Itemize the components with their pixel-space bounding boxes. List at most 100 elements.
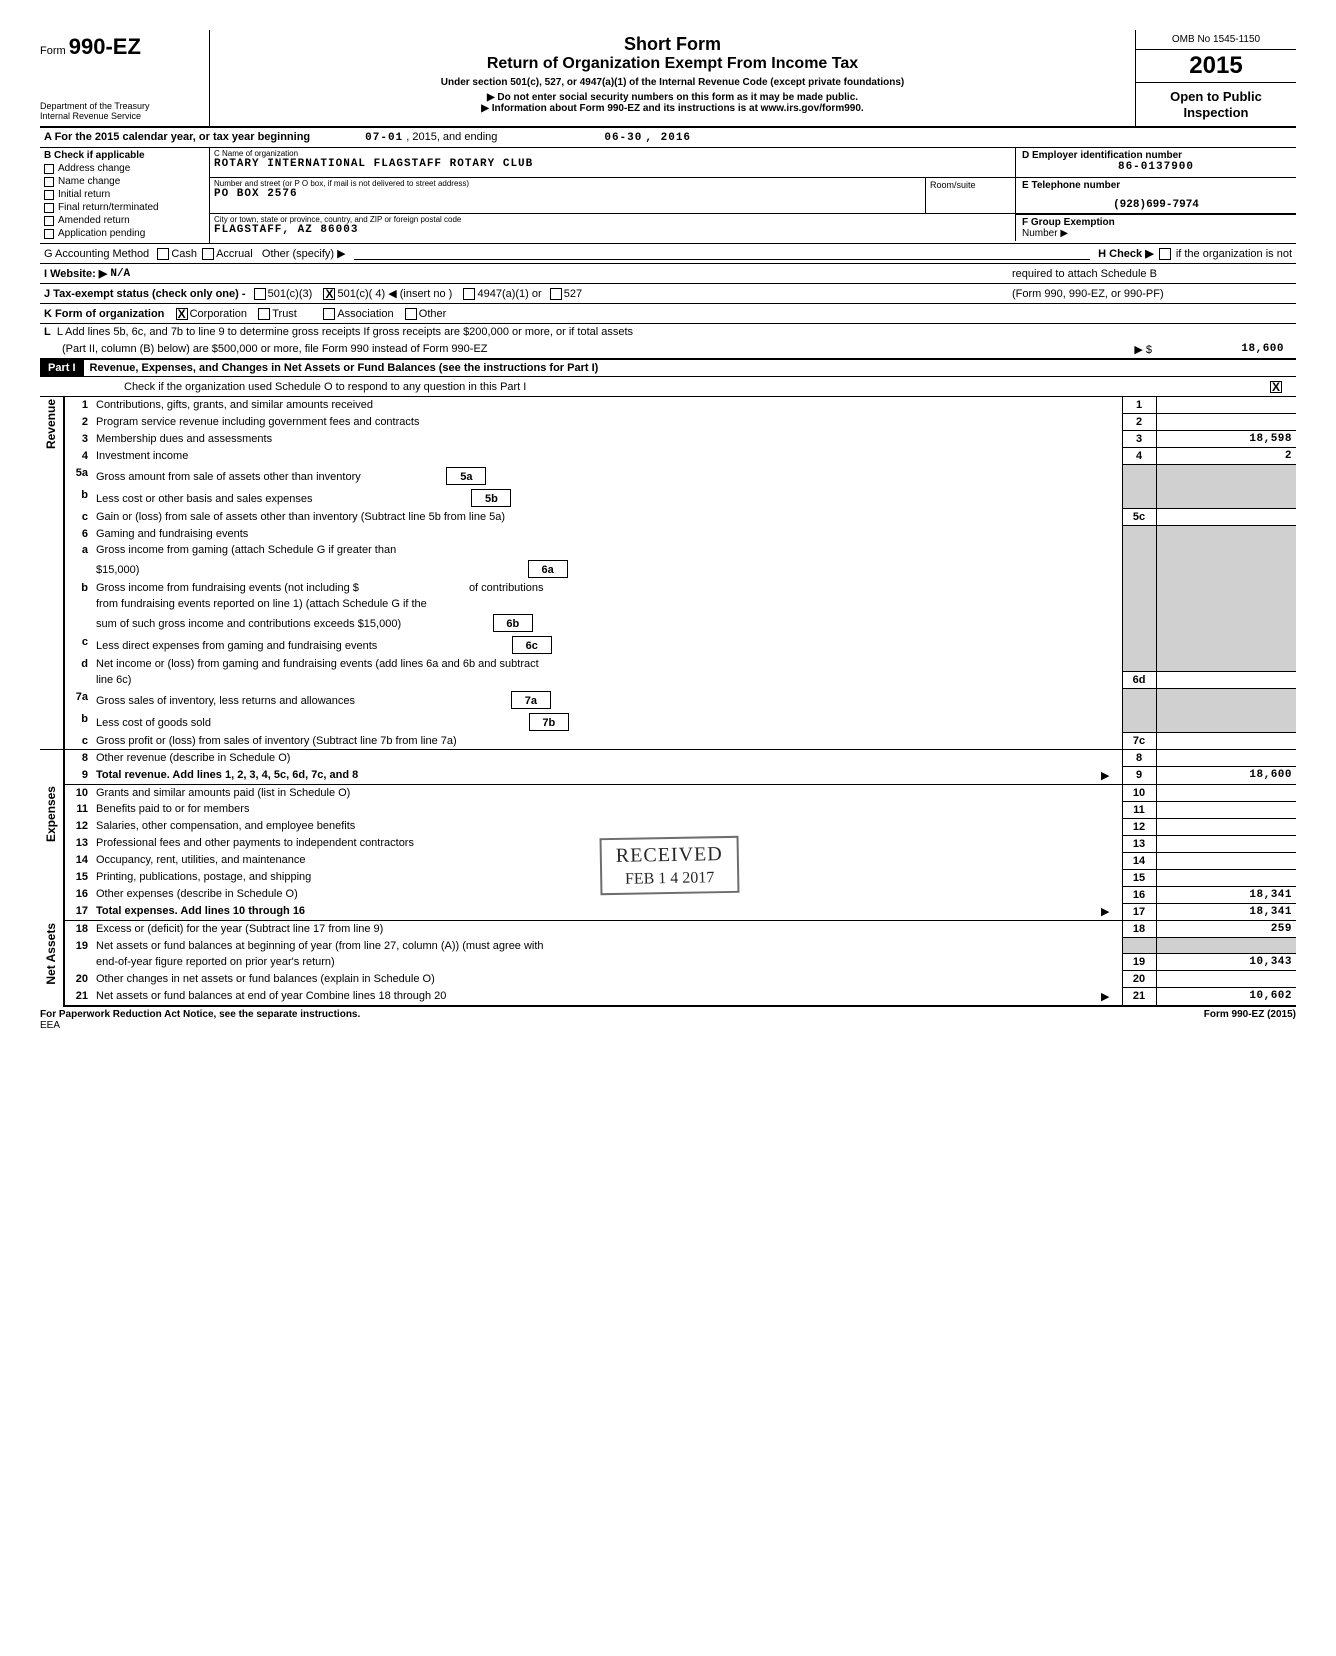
mb-5a: 5a [446, 467, 486, 485]
r19-rn: 19 [1122, 954, 1156, 971]
r6b-desc3: sum of such gross income and contributio… [92, 612, 1122, 634]
tax-year-end: 06-30 [604, 132, 642, 144]
r15-val [1156, 869, 1296, 886]
r16-val: 18,341 [1156, 886, 1296, 903]
l-value: 18,600 [1152, 343, 1292, 355]
r5a-desc: Gross amount from sale of assets other t… [92, 465, 1122, 487]
r1-val [1156, 397, 1296, 414]
chk-corporation[interactable] [176, 308, 188, 320]
chk-initial-return[interactable]: Initial return [44, 189, 205, 200]
r19-val: 10,343 [1156, 954, 1296, 971]
tax-year-start: 07-01 [365, 132, 403, 144]
r18-rn: 18 [1122, 921, 1156, 938]
chk-h[interactable] [1159, 248, 1171, 260]
chk-501c3[interactable] [254, 288, 266, 300]
r7c-desc: Gross profit or (loss) from sales of inv… [92, 733, 1122, 750]
r11-rn: 11 [1122, 801, 1156, 818]
r6d-desc2: line 6c) [92, 672, 1122, 689]
part1-table: Revenue 1 Contributions, gifts, grants, … [40, 397, 1296, 1007]
chk-501c[interactable] [323, 288, 335, 300]
r2-num: 2 [64, 414, 92, 431]
r9-num: 9 [64, 767, 92, 785]
chk-application-pending[interactable]: Application pending [44, 228, 205, 239]
r21-val: 10,602 [1156, 988, 1296, 1006]
chk-cash[interactable] [157, 248, 169, 260]
dept-irs: Internal Revenue Service [40, 112, 203, 122]
r6a-num: a [64, 542, 92, 558]
row-k: K Form of organization Corporation Trust… [40, 304, 1296, 324]
chk-527[interactable] [550, 288, 562, 300]
g-cash: Cash [171, 248, 197, 260]
chk-name-change[interactable]: Name change [44, 176, 205, 187]
r8-num: 8 [64, 750, 92, 767]
chk-final-return[interactable]: Final return/terminated [44, 202, 205, 213]
l-text2: (Part II, column (B) below) are $500,000… [44, 343, 488, 355]
r16-rn: 16 [1122, 886, 1156, 903]
r8-rn: 8 [1122, 750, 1156, 767]
footer-left: For Paperwork Reduction Act Notice, see … [40, 1009, 360, 1031]
r2-desc: Program service revenue including govern… [92, 414, 1122, 431]
r6a-desc: Gross income from gaming (attach Schedul… [92, 542, 1122, 558]
r11-desc: Benefits paid to or for members [92, 801, 1122, 818]
row-g-h: G Accounting Method Cash Accrual Other (… [40, 244, 1296, 264]
l-arrow: ▶ $ [1134, 343, 1152, 356]
footer: For Paperwork Reduction Act Notice, see … [40, 1007, 1296, 1031]
title-under: Under section 501(c), 527, or 4947(a)(1)… [220, 77, 1125, 88]
r17-desc: Total expenses. Add lines 10 through 16▶ [92, 903, 1122, 921]
title-short-form: Short Form [220, 34, 1125, 55]
addr-cell: Number and street (or P O box, if mail i… [210, 178, 926, 213]
r6b-desc: Gross income from fundraising events (no… [92, 580, 1122, 596]
r7a-num: 7a [64, 689, 92, 711]
k-label: K Form of organization [44, 308, 164, 320]
form-990ez: Form 990-EZ Department of the Treasury I… [40, 30, 1296, 1031]
r6c-desc: Less direct expenses from gaming and fun… [92, 634, 1122, 656]
r3-desc: Membership dues and assessments [92, 431, 1122, 448]
r20-desc: Other changes in net assets or fund bala… [92, 971, 1122, 988]
r4-val: 2 [1156, 448, 1296, 465]
section-bcdef: B Check if applicable Address change Nam… [40, 148, 1296, 244]
r17-rn: 17 [1122, 903, 1156, 921]
chk-amended-return[interactable]: Amended return [44, 215, 205, 226]
r5b-desc: Less cost or other basis and sales expen… [92, 487, 1122, 509]
k-corp: Corporation [190, 308, 247, 320]
stamp-date: FEB 1 4 2017 [616, 868, 723, 889]
r21-num: 21 [64, 988, 92, 1006]
j-4947: 4947(a)(1) or [477, 288, 541, 300]
mb-7a: 7a [511, 691, 551, 709]
r19-desc: Net assets or fund balances at beginning… [92, 938, 1122, 954]
chk-association[interactable] [323, 308, 335, 320]
r21-desc: Net assets or fund balances at end of ye… [92, 988, 1122, 1006]
r11-num: 11 [64, 801, 92, 818]
r8-val [1156, 750, 1296, 767]
org-name: ROTARY INTERNATIONAL FLAGSTAFF ROTARY CL… [210, 158, 1015, 172]
chk-address-change[interactable]: Address change [44, 163, 205, 174]
r5c-num: c [64, 509, 92, 526]
chk-schedule-o[interactable] [1270, 381, 1282, 393]
header-center: Short Form Return of Organization Exempt… [210, 30, 1136, 126]
k-assoc: Association [337, 308, 393, 320]
f-label: F Group Exemption [1022, 217, 1290, 228]
g-label: G Accounting Method [44, 248, 149, 260]
room-label: Room/suite [930, 180, 976, 190]
chk-other[interactable] [405, 308, 417, 320]
r19-num: 19 [64, 938, 92, 954]
chk-trust[interactable] [258, 308, 270, 320]
row-a-tax-year: A For the 2015 calendar year, or tax yea… [40, 128, 1296, 148]
j-527: 527 [564, 288, 582, 300]
chk-4947[interactable] [463, 288, 475, 300]
j-501c3: 501(c)(3) [268, 288, 313, 300]
r11-val [1156, 801, 1296, 818]
r6d-val [1156, 672, 1296, 689]
addr-label: Number and street (or P O box, if mail i… [210, 178, 925, 188]
tel-value: (928)699-7974 [1022, 191, 1290, 211]
r6b-desc2: from fundraising events reported on line… [92, 596, 1122, 612]
city-cell: City or town, state or province, country… [210, 214, 1016, 241]
tax-year-end-yr: , 2016 [645, 132, 691, 144]
r12-num: 12 [64, 818, 92, 835]
row-j: J Tax-exempt status (check only one) - 5… [40, 284, 1296, 304]
ein-cell: D Employer identification number 86-0137… [1016, 148, 1296, 177]
mb-6b: 6b [493, 614, 533, 632]
website-value: N/A [110, 268, 130, 280]
col-b-checkboxes: B Check if applicable Address change Nam… [40, 148, 210, 243]
chk-accrual[interactable] [202, 248, 214, 260]
